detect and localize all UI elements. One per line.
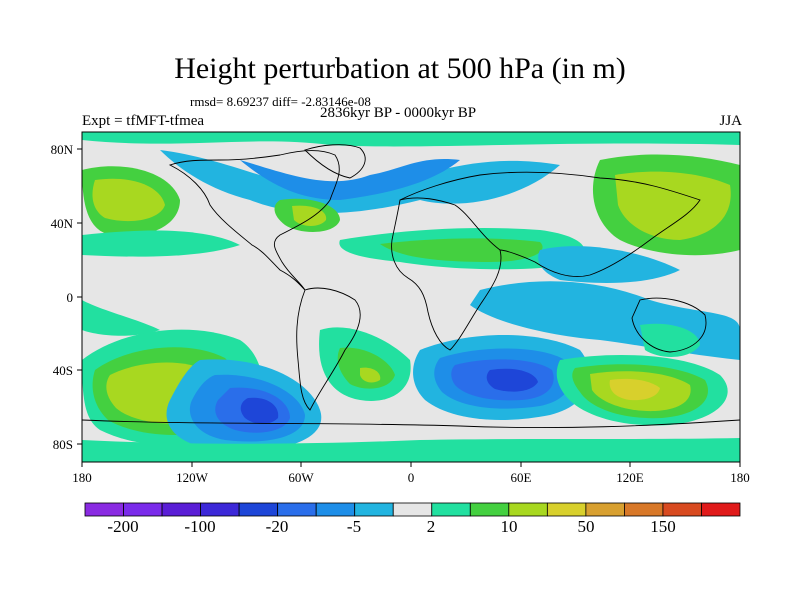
colorbar-box [277, 502, 317, 517]
rmsd-diff-stats: rmsd= 8.69237 diff= -2.83146e-08 [190, 94, 371, 109]
lon-label-120w: 120W [176, 470, 209, 485]
coastlines [82, 144, 740, 429]
colorbar-box [662, 502, 702, 517]
lat-label-80n: 80N [51, 142, 74, 157]
colorbar-box [431, 502, 471, 517]
colorbar-label: -20 [265, 517, 289, 536]
lat-label-40n: 40N [51, 216, 74, 231]
colorbar-label: -5 [346, 517, 362, 536]
colorbar-box [123, 502, 163, 517]
lon-label-180-right: 180 [730, 470, 750, 485]
colorbar-label: -200 [107, 517, 139, 536]
lat-label-40s: 40S [53, 363, 73, 378]
lon-label-60e: 60E [511, 470, 532, 485]
lat-label-0: 0 [67, 290, 74, 305]
colorbar-box [508, 502, 548, 517]
colorbar-box [354, 502, 394, 517]
colorbar-box [315, 502, 356, 517]
axis-ticks [77, 148, 741, 467]
colorbar-box [585, 502, 625, 517]
colorbar-label: -100 [184, 517, 216, 536]
colorbar-box [84, 502, 124, 517]
colorbar-box [701, 502, 741, 517]
experiment-label: Expt = tfMFT-tfmea [82, 113, 205, 129]
season-label: JJA [719, 113, 742, 129]
lon-label-60w: 60W [288, 470, 314, 485]
colorbar-box [546, 502, 587, 517]
plot-title: Height perturbation at 500 hPa (in m) [174, 52, 626, 85]
time-period-label: 2836kyr BP - 0000kyr BP [320, 105, 477, 121]
lon-label-180-left: 180 [72, 470, 92, 485]
colorbar-box [238, 502, 279, 517]
colorbar-box [161, 502, 201, 517]
colorbar-label: 10 [500, 517, 518, 536]
colorbar-label: 2 [426, 517, 436, 536]
colorbar-box [469, 502, 510, 517]
colorbar-box [392, 502, 433, 517]
colorbar-box [624, 502, 664, 517]
lon-label-120e: 120E [616, 470, 644, 485]
colorbar-label: 50 [577, 517, 595, 536]
lon-label-0: 0 [408, 470, 415, 485]
colorbar [84, 502, 741, 517]
colorbar-box [200, 502, 240, 517]
colorbar-label: 150 [650, 517, 676, 536]
contour-field [82, 132, 740, 462]
lat-label-80s: 80S [53, 437, 73, 452]
